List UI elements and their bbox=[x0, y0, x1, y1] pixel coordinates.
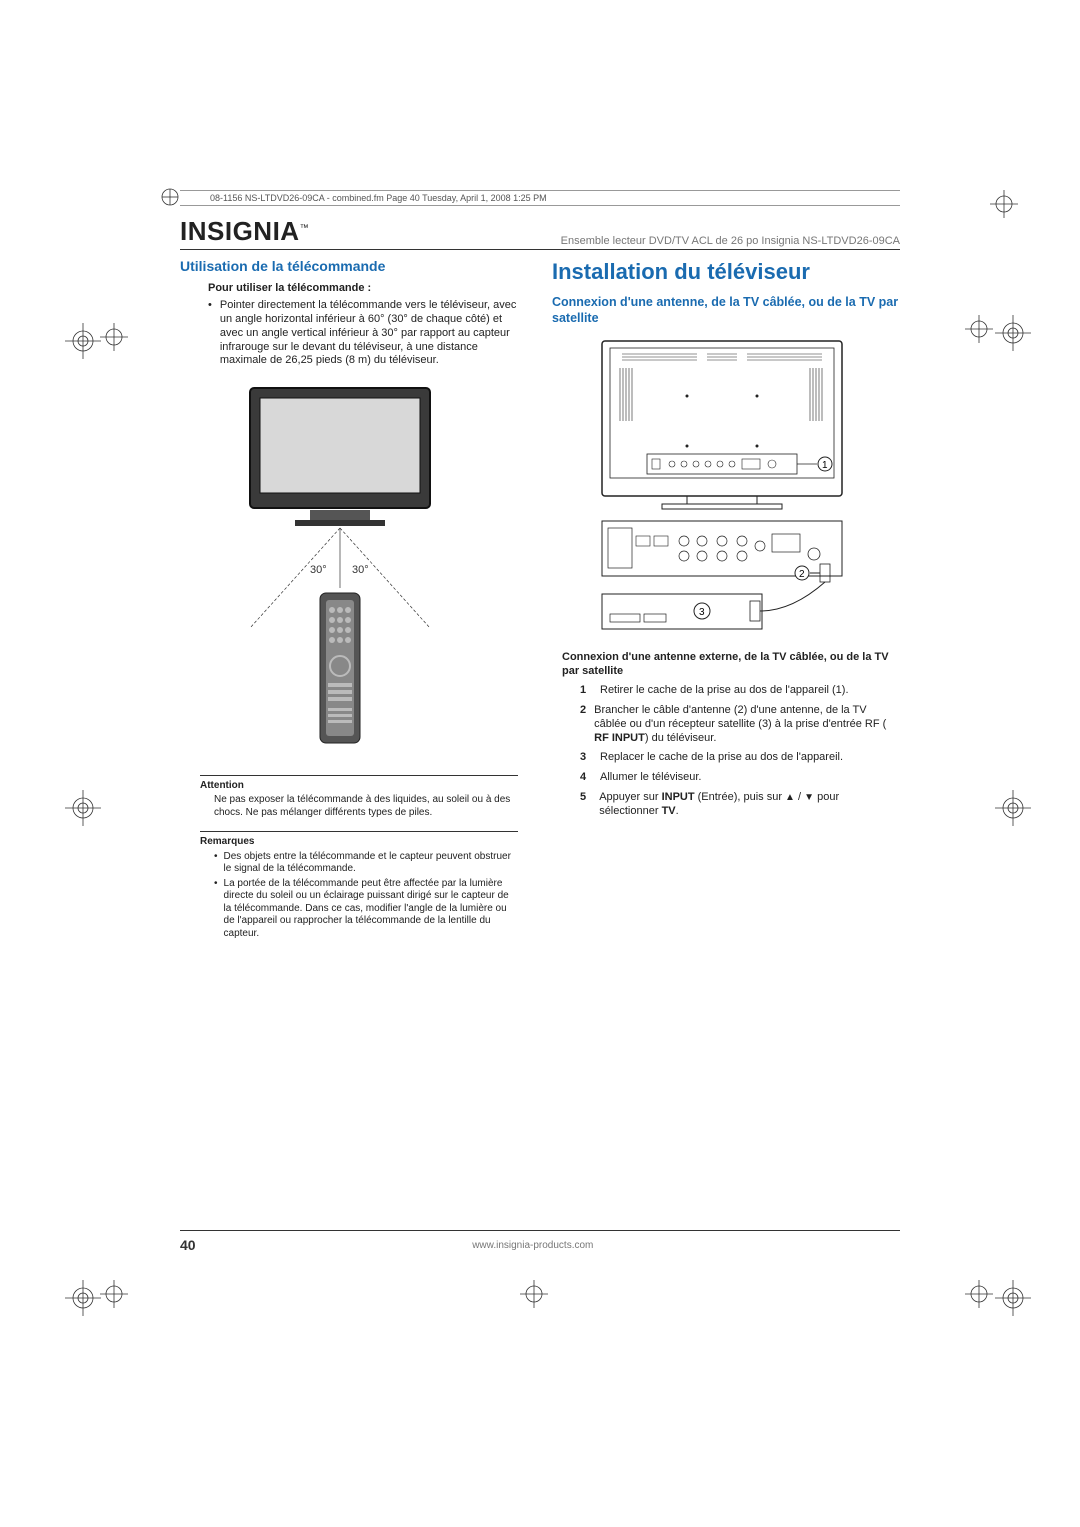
remarque-1-text: Des objets entre la télécommande et le c… bbox=[224, 851, 518, 876]
svg-text:2: 2 bbox=[799, 569, 805, 580]
crop-mark-tr bbox=[965, 315, 993, 343]
bullet-dot: • bbox=[208, 299, 212, 368]
step-num: 2 bbox=[580, 704, 586, 745]
svg-text:1: 1 bbox=[822, 460, 828, 471]
up-triangle-icon: ▲ bbox=[785, 792, 795, 805]
header-row: INSIGNIA™ Ensemble lecteur DVD/TV ACL de… bbox=[180, 216, 900, 250]
document-filename: 08-1156 NS-LTDVD26-09CA - combined.fm Pa… bbox=[210, 193, 547, 203]
angle-right-label: 30° bbox=[352, 564, 369, 576]
svg-text:3: 3 bbox=[699, 607, 705, 618]
crop-mark-bc bbox=[520, 1280, 548, 1308]
product-title: Ensemble lecteur DVD/TV ACL de 26 po Ins… bbox=[561, 235, 900, 247]
crop-mark-mr bbox=[995, 790, 1023, 818]
attention-text: Ne pas exposer la télécommande à des liq… bbox=[214, 794, 518, 819]
step-3-text: Replacer le cache de la prise au dos de … bbox=[600, 751, 843, 765]
bullet-dot: • bbox=[214, 878, 218, 941]
right-column: Installation du téléviseur Connexion d'u… bbox=[552, 258, 900, 942]
left-subtitle: Pour utiliser la télécommande : bbox=[208, 282, 528, 296]
footer-url: www.insignia-products.com bbox=[472, 1240, 593, 1251]
step-num: 3 bbox=[580, 751, 592, 765]
crop-mark-br-2 bbox=[995, 1280, 1023, 1308]
step-1: 1 Retirer le cache de la prise au dos de… bbox=[580, 684, 900, 698]
crop-mark-tr-2 bbox=[995, 315, 1023, 343]
remote-instruction-bullet: • Pointer directement la télécommande ve… bbox=[208, 299, 528, 368]
crop-mark-br bbox=[965, 1280, 993, 1308]
page-footer: 40 www.insignia-products.com bbox=[180, 1230, 900, 1253]
right-section-title: Connexion d'une antenne, de la TV câblée… bbox=[552, 294, 900, 327]
crop-mark-bl-2 bbox=[100, 1280, 128, 1308]
step-num: 5 bbox=[580, 791, 591, 819]
step-num: 4 bbox=[580, 771, 592, 785]
angle-left-label: 30° bbox=[310, 564, 327, 576]
left-section-title: Utilisation de la télécommande bbox=[180, 258, 528, 276]
step-num: 1 bbox=[580, 684, 592, 698]
attention-block: Attention Ne pas exposer la télécommande… bbox=[200, 775, 518, 820]
crop-mark-ml bbox=[65, 790, 93, 818]
steps-title: Connexion d'une antenne externe, de la T… bbox=[562, 651, 900, 679]
remote-instruction-text: Pointer directement la télécommande vers… bbox=[220, 299, 528, 368]
step-2-text: Brancher le câble d'antenne (2) d'une an… bbox=[594, 704, 900, 745]
remarque-2: • La portée de la télécommande peut être… bbox=[214, 878, 518, 941]
remarques-block: Remarques • Des objets entre la télécomm… bbox=[200, 831, 518, 940]
step-2: 2 Brancher le câble d'antenne (2) d'une … bbox=[580, 704, 900, 745]
remote-angle-figure: 30° 30° bbox=[190, 378, 528, 763]
remarque-2-text: La portée de la télécommande peut être a… bbox=[224, 878, 518, 941]
crop-mark-left-2 bbox=[100, 323, 128, 351]
logo-tm: ™ bbox=[300, 222, 310, 232]
page-number: 40 bbox=[180, 1237, 196, 1253]
document-header-line: 08-1156 NS-LTDVD26-09CA - combined.fm Pa… bbox=[180, 190, 900, 206]
crop-mark-bl bbox=[65, 1280, 93, 1308]
crop-mark-top-r bbox=[990, 190, 1018, 218]
insignia-logo: INSIGNIA™ bbox=[180, 216, 309, 247]
step-5: 5 Appuyer sur INPUT (Entrée), puis sur ▲… bbox=[580, 791, 900, 819]
logo-text: INSIGNIA bbox=[180, 216, 300, 246]
attention-title: Attention bbox=[200, 780, 518, 793]
right-big-title: Installation du téléviseur bbox=[552, 258, 900, 286]
page-content: INSIGNIA™ Ensemble lecteur DVD/TV ACL de… bbox=[180, 216, 900, 942]
step-1-text: Retirer le cache de la prise au dos de l… bbox=[600, 684, 849, 698]
left-column: Utilisation de la télécommande Pour util… bbox=[180, 258, 528, 942]
framemaker-icon bbox=[160, 187, 180, 212]
step-4: 4 Allumer le téléviseur. bbox=[580, 771, 900, 785]
crop-mark-left bbox=[65, 323, 93, 351]
step-5-text: Appuyer sur INPUT (Entrée), puis sur ▲ /… bbox=[599, 791, 900, 819]
bullet-dot: • bbox=[214, 851, 218, 876]
step-4-text: Allumer le téléviseur. bbox=[600, 771, 702, 785]
tv-back-figure: 1 bbox=[592, 336, 900, 641]
remarques-title: Remarques bbox=[200, 836, 518, 849]
step-3: 3 Replacer le cache de la prise au dos d… bbox=[580, 751, 900, 765]
remarque-1: • Des objets entre la télécommande et le… bbox=[214, 851, 518, 876]
down-triangle-icon: ▼ bbox=[804, 792, 814, 805]
